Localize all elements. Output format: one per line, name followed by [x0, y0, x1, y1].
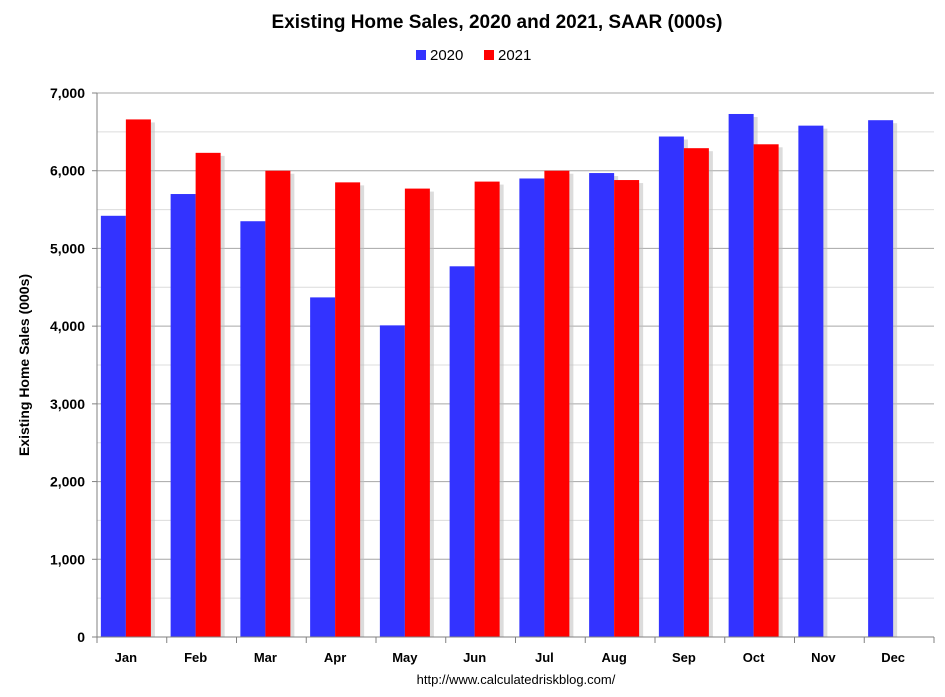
- gridlines: [97, 92, 934, 599]
- x-tick-label-dec: Dec: [881, 650, 905, 665]
- bar-2021-jul: [544, 170, 570, 637]
- bar-2021-jan: [125, 119, 151, 638]
- legend-label-2021: 2021: [498, 47, 531, 64]
- x-tick-label-oct: Oct: [743, 650, 765, 665]
- x-tick-label-jun: Jun: [463, 650, 486, 665]
- x-tick-label-sep: Sep: [672, 650, 696, 665]
- y-axis-label: Existing Home Sales (000s): [16, 274, 32, 456]
- y-tick-label: 5,000: [50, 240, 85, 256]
- bar-2020-may: [379, 325, 405, 637]
- x-tick-label-may: May: [392, 650, 418, 665]
- bar-2020-apr: [310, 297, 336, 637]
- bar-2020-jun: [449, 266, 475, 637]
- chart-title: Existing Home Sales, 2020 and 2021, SAAR…: [272, 12, 723, 33]
- x-tick-label-feb: Feb: [184, 650, 207, 665]
- bar-2020-dec: [868, 120, 894, 637]
- x-tick-label-jul: Jul: [535, 650, 554, 665]
- bar-2021-may: [404, 188, 430, 638]
- y-tick-label: 7,000: [50, 85, 85, 101]
- bar-2021-aug: [614, 180, 640, 638]
- plot-area: [92, 92, 935, 643]
- bar-2021-sep: [683, 148, 709, 638]
- legend: 2020 2021: [416, 47, 531, 64]
- bar-2021-mar: [265, 170, 291, 637]
- source-url: http://www.calculatedriskblog.com/: [417, 672, 616, 687]
- y-tick-label: 4,000: [50, 318, 85, 334]
- y-tick-label: 1,000: [50, 551, 85, 567]
- y-tick-label: 0: [77, 629, 85, 645]
- bar-2021-oct: [753, 144, 779, 637]
- bar-2020-jul: [519, 178, 545, 637]
- x-tick-label-jan: Jan: [115, 650, 137, 665]
- x-tick-label-nov: Nov: [811, 650, 836, 665]
- bar-2020-jan: [100, 215, 126, 637]
- axes: [92, 92, 935, 643]
- bar-2020-aug: [589, 173, 615, 637]
- legend-swatch-2020: [416, 50, 426, 60]
- legend-swatch-2021: [484, 50, 494, 60]
- bar-2021-feb: [195, 152, 221, 637]
- y-tick-label: 2,000: [50, 474, 85, 490]
- x-tick-label-apr: Apr: [324, 650, 346, 665]
- y-axis-ticks: 0 1,000 2,000 3,000 4,000 5,000 6,000 7,000: [50, 85, 85, 645]
- bar-2021-apr: [335, 182, 361, 637]
- bar-2020-nov: [798, 125, 824, 637]
- bars: [100, 113, 898, 638]
- x-tick-label-aug: Aug: [601, 650, 626, 665]
- x-axis-labels: Jan Feb Mar Apr May Jun Jul Aug Sep Oct Nov Dec: [115, 650, 905, 665]
- bar-2020-sep: [658, 136, 684, 637]
- bar-2020-oct: [728, 113, 754, 638]
- bar-2020-mar: [240, 221, 266, 637]
- legend-label-2020: 2020: [430, 47, 463, 64]
- bar-2020-feb: [170, 194, 196, 637]
- y-tick-label: 3,000: [50, 396, 85, 412]
- x-tick-label-mar: Mar: [254, 650, 277, 665]
- y-tick-label: 6,000: [50, 163, 85, 179]
- bar-2021-jun: [474, 181, 500, 637]
